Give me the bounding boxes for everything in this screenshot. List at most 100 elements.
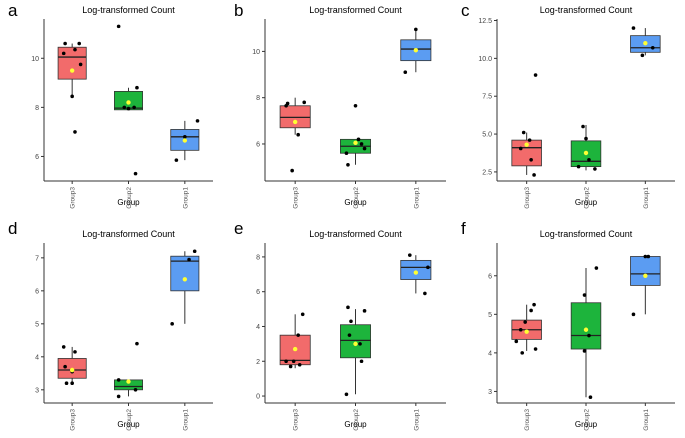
box-group3 — [511, 73, 542, 177]
data-point — [582, 349, 587, 353]
data-point — [346, 305, 350, 310]
mean-marker — [413, 270, 419, 275]
box-body — [570, 302, 602, 350]
box-group1 — [630, 26, 661, 58]
x-tick-label: Group3 — [524, 409, 531, 431]
data-point — [187, 257, 191, 262]
data-point — [300, 312, 305, 317]
data-point — [297, 362, 302, 367]
data-point — [284, 359, 288, 364]
data-point — [646, 254, 651, 259]
data-point — [529, 308, 533, 313]
data-point — [346, 163, 350, 167]
x-tick-label: Group2 — [353, 187, 360, 209]
data-point — [588, 395, 593, 400]
box-group3 — [57, 41, 87, 134]
y-tick-label: 4 — [488, 350, 492, 357]
mean-marker — [182, 138, 188, 143]
data-point — [359, 142, 364, 146]
data-point — [414, 27, 418, 32]
data-point — [122, 105, 127, 110]
data-point — [362, 309, 367, 313]
panel-letter: b — [234, 1, 243, 20]
data-point — [533, 73, 538, 77]
data-point — [593, 167, 597, 171]
box-group2 — [114, 24, 143, 176]
box-group1 — [630, 254, 661, 317]
data-point — [587, 333, 591, 338]
data-point — [61, 51, 66, 56]
mean-marker — [292, 119, 298, 125]
x-axis-label: Group — [117, 198, 140, 207]
data-point — [650, 45, 655, 50]
data-point — [126, 106, 131, 111]
y-tick-label: 8 — [256, 254, 260, 261]
x-tick-label: Group1 — [413, 409, 420, 431]
data-point — [521, 130, 526, 135]
y-tick-label: 10.0 — [478, 56, 492, 63]
data-point — [78, 62, 83, 67]
box-group1 — [170, 249, 200, 326]
y-tick-label: 8 — [256, 95, 260, 102]
data-point — [356, 137, 361, 142]
data-point — [587, 158, 591, 162]
x-tick-label: Group1 — [182, 187, 189, 209]
data-point — [285, 101, 290, 106]
panel-c: c Log-transformed Count 2.5 5.0 7.5 10.0 12.5 G… — [461, 1, 675, 209]
x-tick-label: Group1 — [413, 187, 420, 209]
x-tick-label: Group1 — [643, 187, 650, 209]
y-tick-label: 7.5 — [482, 94, 492, 101]
y-tick-label: 5.0 — [482, 132, 492, 139]
y-tick-label: 6 — [35, 154, 39, 161]
mean-marker — [353, 140, 358, 146]
data-point — [133, 388, 138, 392]
y-tick-label: 10 — [252, 49, 260, 56]
y-tick-label: 3 — [35, 387, 39, 394]
data-point — [631, 312, 636, 317]
data-point — [631, 26, 636, 30]
box-group2 — [340, 305, 371, 397]
box-body — [57, 46, 87, 80]
data-point — [302, 100, 307, 105]
x-tick-label: Group3 — [524, 187, 531, 209]
data-point — [518, 146, 523, 151]
x-tick-label: Group3 — [70, 187, 77, 209]
data-point — [195, 119, 200, 123]
panel-letter: f — [461, 219, 466, 238]
box-group1 — [400, 253, 432, 296]
data-point — [403, 70, 408, 75]
mean-marker — [69, 68, 75, 73]
data-point — [170, 322, 174, 326]
data-point — [518, 327, 523, 332]
mean-marker — [524, 329, 529, 334]
x-tick-label: Group1 — [182, 409, 189, 431]
data-point — [296, 132, 300, 137]
chart-title: Log-transformed Count — [540, 5, 633, 15]
data-point — [523, 320, 527, 324]
data-point — [64, 381, 69, 386]
data-point — [183, 135, 187, 139]
box-group3 — [279, 97, 311, 173]
y-tick-label: 5 — [488, 312, 492, 319]
data-point — [135, 341, 139, 346]
data-point — [358, 342, 362, 346]
data-point — [426, 265, 430, 270]
data-point — [582, 293, 587, 297]
mean-marker — [413, 48, 419, 53]
y-tick-label: 4 — [256, 324, 260, 331]
data-point — [576, 164, 581, 169]
x-tick-label: Group2 — [126, 187, 133, 209]
x-tick-label: Group3 — [293, 187, 300, 209]
data-point — [192, 249, 197, 254]
box-body — [400, 259, 432, 280]
data-point — [532, 302, 536, 307]
data-point — [135, 85, 139, 90]
mean-marker — [583, 150, 589, 156]
x-axis-label: Group — [117, 420, 140, 429]
data-point — [581, 124, 585, 129]
y-tick-label: 2.5 — [482, 169, 492, 176]
data-point — [63, 41, 67, 46]
box-group3 — [279, 312, 311, 369]
x-tick-label: Group3 — [70, 409, 77, 431]
